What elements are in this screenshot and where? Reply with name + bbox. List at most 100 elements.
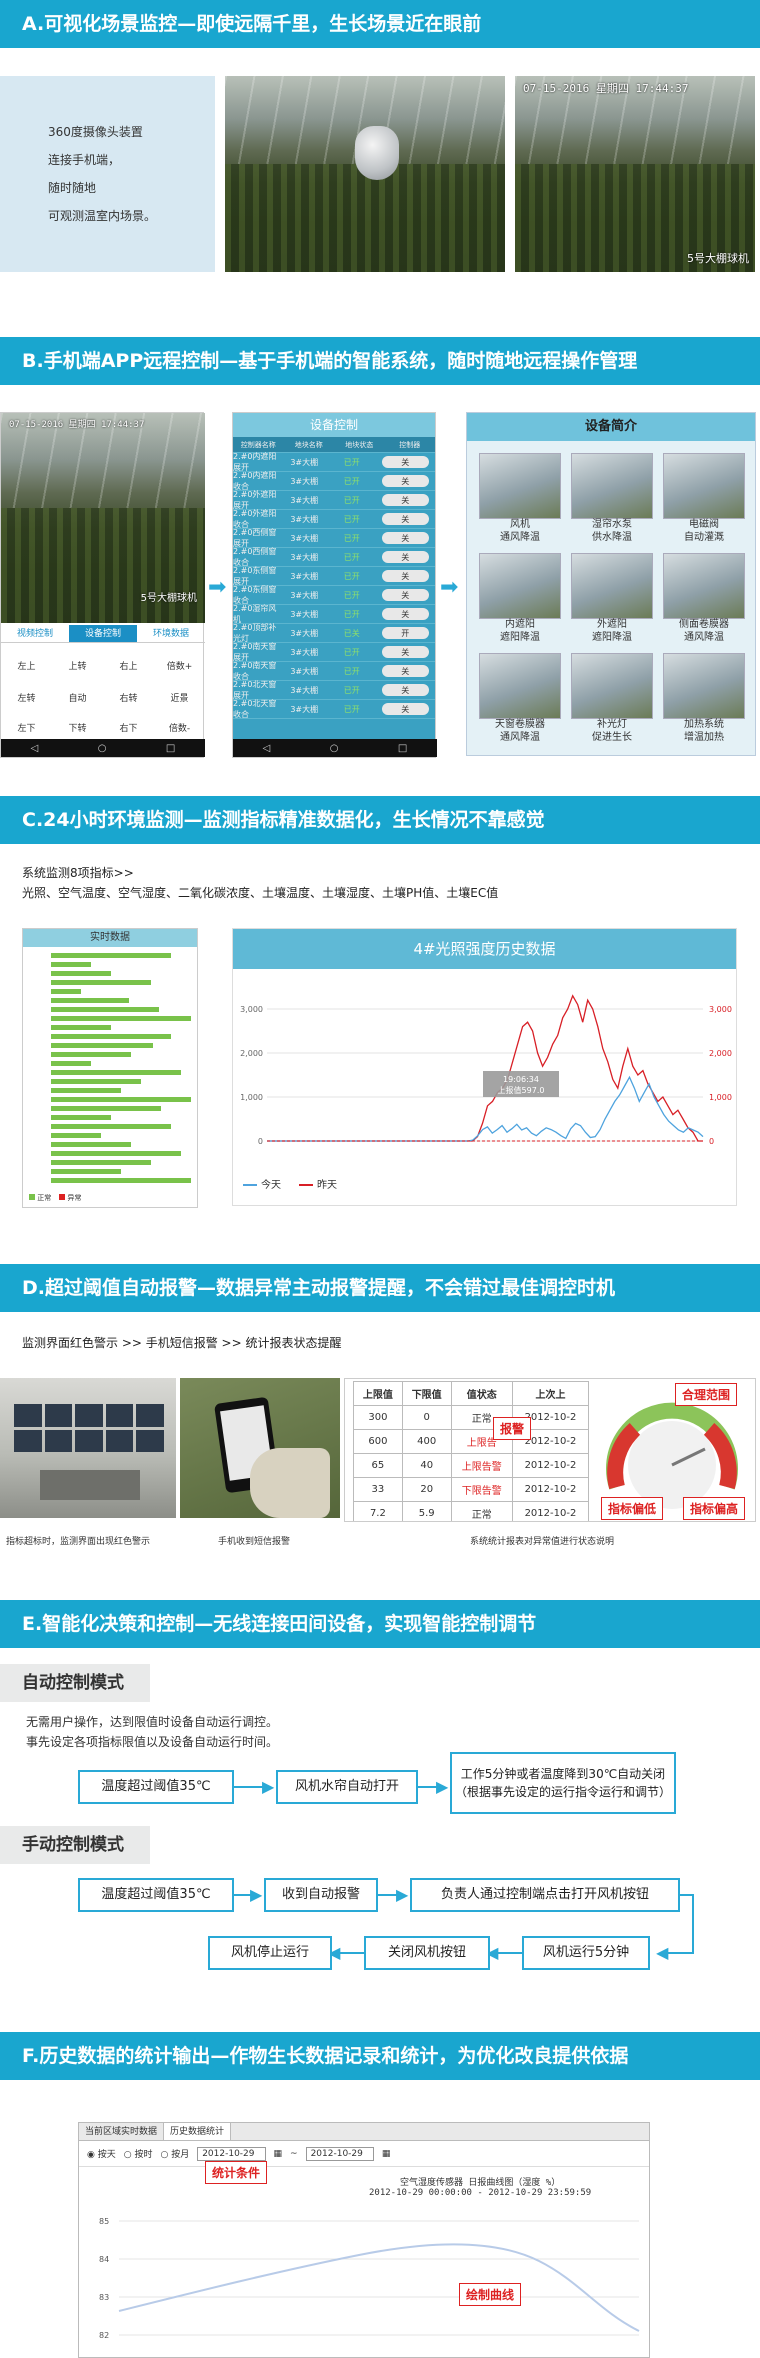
realtime-bar-row <box>25 1014 193 1022</box>
date-from-input[interactable]: 2012-10-29 <box>197 2146 266 2161</box>
realtime-bar <box>51 1078 141 1084</box>
y2-tick-label: 1,000 <box>709 1093 732 1102</box>
device-intro-title: 设备简介 <box>467 413 755 441</box>
realtime-bar <box>51 1168 121 1174</box>
realtime-bar-row <box>25 1050 193 1058</box>
device-photo <box>479 653 561 719</box>
device-toggle[interactable]: 关 <box>381 703 429 715</box>
device-toggle[interactable]: 关 <box>381 646 429 658</box>
ptz-button[interactable]: 右下 <box>119 723 138 734</box>
realtime-bar <box>51 979 151 985</box>
tab-device-control[interactable]: 设备控制 <box>69 625 137 642</box>
device-cell: 3#大棚 <box>290 552 319 562</box>
realtime-bar <box>51 997 129 1003</box>
radio-month[interactable]: ○ 按月 <box>160 2150 190 2160</box>
home-icon[interactable]: ○ <box>329 742 339 754</box>
ptz-button[interactable]: 左下 <box>17 723 36 734</box>
device-status: 已开 <box>343 685 360 695</box>
device-toggle[interactable]: 关 <box>381 589 429 601</box>
device-function: 促进生长 <box>592 731 632 743</box>
filter-bar: ◉ 按天 ○ 按时 ○ 按月 2012-10-29 ▦ ~ 2012-10-29… <box>79 2141 649 2167</box>
device-toggle[interactable]: 关 <box>381 551 429 563</box>
realtime-bar-row <box>25 1158 193 1166</box>
device-toggle[interactable]: 开 <box>381 627 429 639</box>
device-card: 湿帘水泵 供水降温 <box>571 453 653 544</box>
tab-history[interactable]: 历史数据统计 <box>164 2123 232 2140</box>
y-tick-label: 85 <box>99 2217 109 2226</box>
device-cell: 3#大棚 <box>290 704 319 714</box>
range-gauge <box>597 1387 747 1517</box>
ptz-button[interactable]: 倍数- <box>168 723 191 734</box>
back-icon[interactable]: ◁ <box>262 742 271 754</box>
device-cell: 2.#0顶部补光灯 <box>233 623 277 643</box>
camera-intro-card: 360度摄像头装置 连接手机端， 随时随地 可观测温室内场景。 <box>0 76 215 272</box>
device-row: 2.#0西侧窗收合 3#大棚 已开 关 <box>233 547 435 567</box>
section-d-banner: D.超过阈值自动报警—数据异常主动报警提醒，不会错过最佳调控时机 <box>0 1264 760 1312</box>
ptz-button[interactable]: 左上 <box>17 661 36 672</box>
device-photo <box>663 553 745 619</box>
device-toggle[interactable]: 关 <box>381 665 429 677</box>
realtime-bar <box>51 988 81 994</box>
device-toggle[interactable]: 关 <box>381 494 429 506</box>
calendar-icon[interactable]: ▦ <box>381 2148 391 2159</box>
report-cell: 20 <box>401 1477 452 1502</box>
recents-icon[interactable]: □ <box>165 742 176 754</box>
home-icon[interactable]: ○ <box>97 742 107 754</box>
arrow-icon: ▶ <box>262 1777 275 1796</box>
device-toggle[interactable]: 关 <box>381 475 429 487</box>
recents-icon[interactable]: □ <box>397 742 408 754</box>
history-chart-title-text: 空气湿度传感器 日报曲线图（湿度 %） <box>399 2178 561 2188</box>
device-row: 2.#0南天窗收合 3#大棚 已开 关 <box>233 661 435 681</box>
ptz-button[interactable]: 左转 <box>17 693 36 704</box>
device-status: 已开 <box>343 647 360 657</box>
device-toggle[interactable]: 关 <box>381 513 429 525</box>
device-toggle[interactable]: 关 <box>381 608 429 620</box>
ptz-button[interactable]: 下转 <box>68 723 87 734</box>
device-toggle[interactable]: 关 <box>381 570 429 582</box>
realtime-bar <box>51 1033 171 1039</box>
ptz-button[interactable]: 近景 <box>170 693 189 704</box>
device-table-header: 控制器名称 地块名称 地块状态 控制器 <box>233 437 435 453</box>
arrow-icon: ▶ <box>656 1943 669 1962</box>
device-row: 2.#0东侧窗展开 3#大棚 已开 关 <box>233 566 435 586</box>
tab-env-data[interactable]: 环境数据 <box>152 629 189 639</box>
device-cell: 3#大棚 <box>290 666 319 676</box>
report-cell: 7.2 <box>353 1501 403 1521</box>
tab-video-control[interactable]: 视频控制 <box>16 629 53 639</box>
device-photo <box>571 453 653 519</box>
device-name: 加热系统 <box>684 719 724 730</box>
radio-hour[interactable]: ○ 按时 <box>123 2150 153 2160</box>
device-toggle[interactable]: 关 <box>381 532 429 544</box>
radio-day[interactable]: ◉ 按天 <box>87 2150 116 2160</box>
device-toggle[interactable]: 关 <box>381 456 429 468</box>
ptz-button[interactable]: 右转 <box>119 693 138 704</box>
report-cell: 上限告警 <box>450 1453 513 1478</box>
legend-yesterday: 昨天 <box>317 1179 337 1191</box>
device-cell: 3#大棚 <box>290 590 319 600</box>
realtime-bar <box>51 1132 101 1138</box>
realtime-bar-row <box>25 1032 193 1040</box>
device-status: 已开 <box>343 457 360 467</box>
legend-normal: 正常 <box>29 1193 51 1203</box>
device-card: 天窗卷膜器 通风降温 <box>479 653 561 744</box>
tag-alarm: 报警 <box>493 1417 532 1440</box>
ptz-button[interactable]: 自动 <box>68 693 87 704</box>
camera-photo <box>225 76 505 272</box>
device-cell: 2.#0内遮阳收合 <box>233 471 277 491</box>
device-row: 2.#0外遮阳收合 3#大棚 已开 关 <box>233 509 435 529</box>
ptz-button[interactable]: 右上 <box>119 661 138 672</box>
device-toggle[interactable]: 关 <box>381 684 429 696</box>
device-card: 风机 通风降温 <box>479 453 561 544</box>
date-to-input[interactable]: 2012-10-29 <box>305 2146 374 2161</box>
calendar-icon[interactable]: ▦ <box>273 2148 283 2159</box>
back-icon[interactable]: ◁ <box>30 742 39 754</box>
device-row: 2.#0南天窗展开 3#大棚 已开 关 <box>233 642 435 662</box>
ptz-button[interactable]: 上转 <box>68 661 87 672</box>
realtime-data-panel: 实时数据 正常 异常 <box>22 928 198 1208</box>
tab-realtime[interactable]: 当前区域实时数据 <box>79 2123 165 2140</box>
realtime-bar <box>51 1042 153 1048</box>
ptz-button[interactable]: 倍数+ <box>166 661 193 672</box>
realtime-bar-row <box>25 1041 193 1049</box>
control-room-photo <box>0 1378 176 1518</box>
report-cell: 5.9 <box>401 1501 452 1521</box>
